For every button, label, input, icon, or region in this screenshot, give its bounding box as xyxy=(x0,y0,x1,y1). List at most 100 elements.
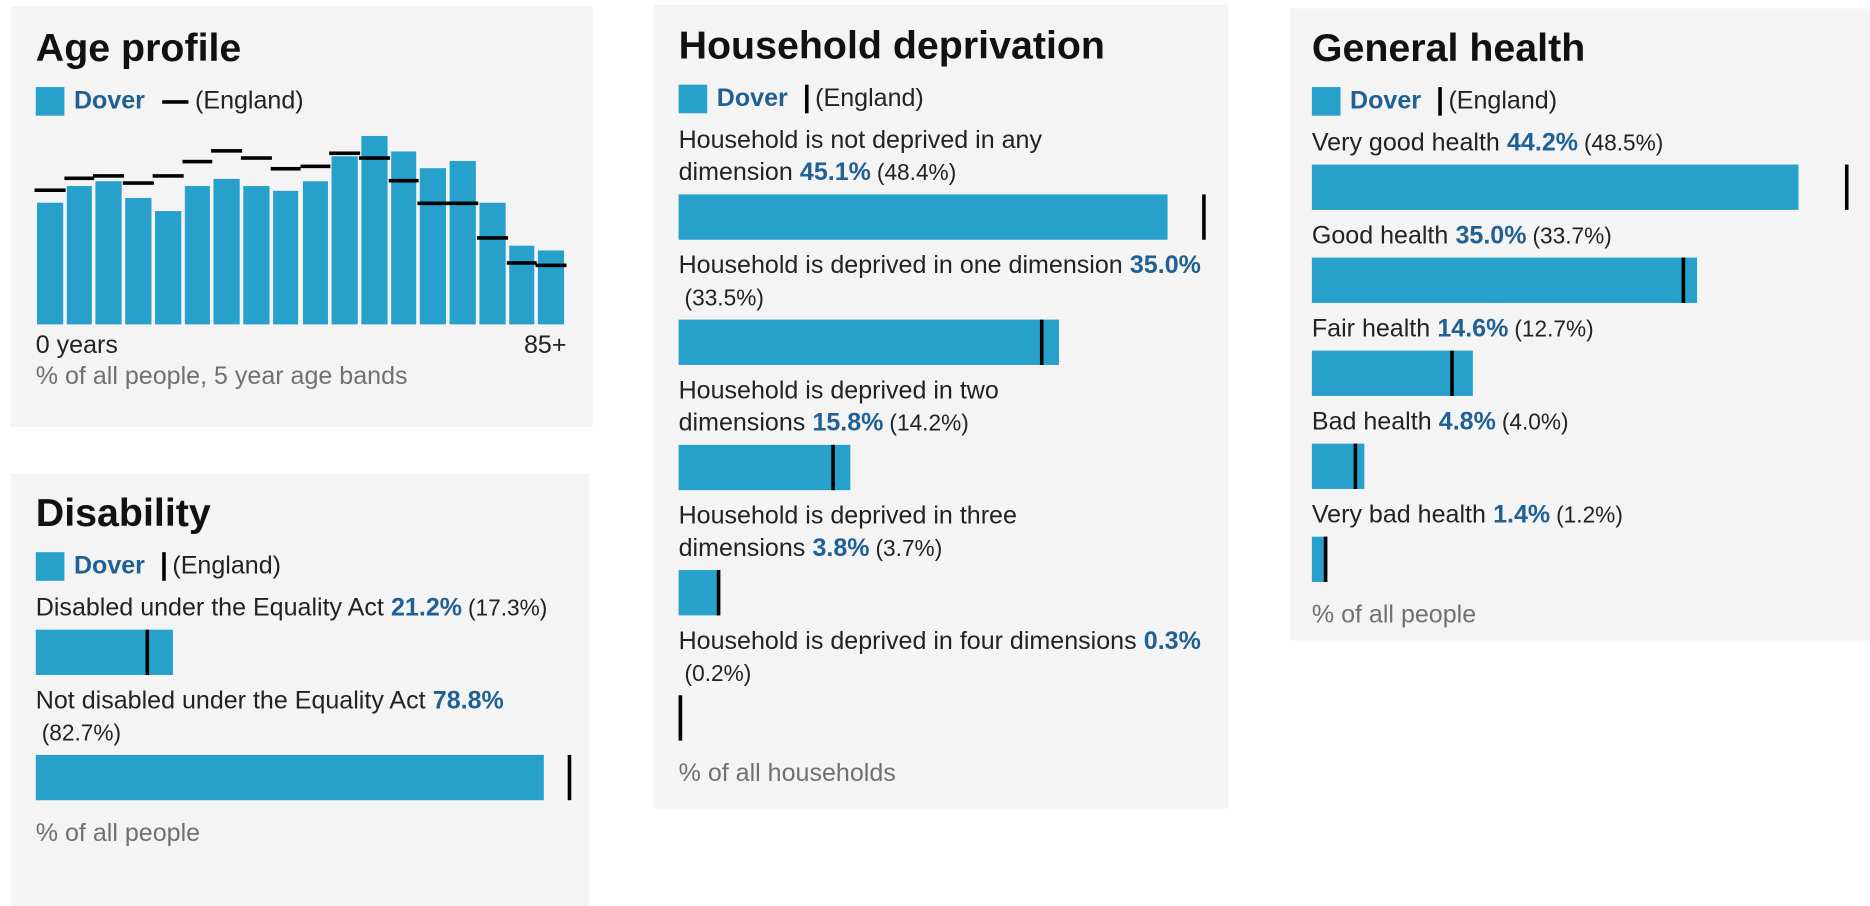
england-marker xyxy=(1450,350,1454,396)
england-marker xyxy=(1040,319,1044,365)
category-label: Very good health xyxy=(1311,128,1500,157)
category-label: Household is not deprived in any dimensi… xyxy=(678,126,1042,187)
england-marker xyxy=(64,176,95,181)
england-marker xyxy=(299,164,331,168)
bar xyxy=(361,136,388,325)
bar xyxy=(1311,257,1698,303)
value-label: 21.2% xyxy=(391,593,463,622)
legend-swatch xyxy=(678,84,708,114)
bar xyxy=(678,570,720,616)
category-label: Fair health xyxy=(1311,314,1431,343)
england-value-label: (14.2%) xyxy=(889,411,969,437)
legend-label: Dover xyxy=(73,87,145,115)
england-value-label: (48.5%) xyxy=(1583,131,1664,157)
england-marker xyxy=(417,201,449,205)
england-marker xyxy=(506,260,537,265)
england-value-label: (33.7%) xyxy=(1532,224,1612,250)
legend-marker xyxy=(804,84,809,114)
value-label: 78.8% xyxy=(432,686,504,715)
chart-note: % of all people, 5 year age bands xyxy=(35,362,408,390)
england-marker xyxy=(34,188,66,193)
bar xyxy=(479,203,506,325)
bar xyxy=(449,161,476,325)
bar-track xyxy=(678,695,1222,741)
legend-swatch xyxy=(35,552,65,581)
england-marker xyxy=(716,570,721,616)
england-marker xyxy=(182,159,213,163)
row-label: Household is deprived in one dimension 35… xyxy=(679,249,1204,315)
bar-track xyxy=(1311,164,1863,210)
row-label: Fair health 14.6% (12.7%) xyxy=(1312,312,1837,345)
category-label: Very bad health xyxy=(1311,500,1486,529)
legend: Dover (England) xyxy=(35,551,585,582)
england-marker xyxy=(830,444,835,491)
value-label: 14.6% xyxy=(1437,314,1509,343)
legend-label: (England) xyxy=(1448,87,1558,115)
value-label: 3.8% xyxy=(812,534,870,562)
legend-marker xyxy=(1437,87,1442,116)
legend-label: Dover xyxy=(1350,87,1422,115)
age-panel: Age profile Dover (England) 0 years 85+ % of … xyxy=(10,5,593,427)
england-marker xyxy=(388,179,420,183)
england-value-label: (17.3%) xyxy=(467,596,548,622)
england-marker xyxy=(1844,164,1849,210)
category-label: Household is deprived in three dimension… xyxy=(678,502,1017,562)
legend: Dover (England) xyxy=(35,86,567,117)
category-label: Household is deprived in one dimension xyxy=(678,251,1123,280)
value-label: 44.2% xyxy=(1506,128,1579,157)
legend-label: (England) xyxy=(815,84,924,113)
row-label: Household is deprived in three dimension… xyxy=(679,500,1204,566)
england-marker xyxy=(211,149,243,153)
x-axis-labels: 0 years 85+ xyxy=(36,324,567,362)
england-marker xyxy=(240,156,272,161)
chart-title: Disability xyxy=(35,490,211,535)
england-marker xyxy=(329,151,361,156)
legend-swatch xyxy=(35,87,65,116)
bar-track xyxy=(1311,350,1863,396)
bar-track xyxy=(678,194,1222,240)
bar xyxy=(66,185,93,325)
chart-title: Household deprivation xyxy=(678,22,1105,67)
value-label: 1.4% xyxy=(1493,500,1551,529)
row-label: Household is deprived in four dimensions… xyxy=(679,625,1204,691)
bar xyxy=(1311,350,1473,396)
disability-panel: Disability Dover (England) Disabled under t… xyxy=(10,473,590,906)
legend-marker xyxy=(161,552,166,581)
chart-note: % of all people xyxy=(35,819,201,847)
chart-title: General health xyxy=(1311,25,1586,70)
bar xyxy=(678,194,1169,240)
england-marker xyxy=(270,166,302,171)
legend-label: Dover xyxy=(716,84,788,113)
legend: Dover (England) xyxy=(678,83,1222,114)
england-value-label: (33.5%) xyxy=(684,286,764,312)
x-tick-label: 85+ xyxy=(523,331,567,359)
bar xyxy=(508,245,535,325)
england-value-label: (48.4%) xyxy=(876,161,957,187)
row-label: Very bad health 1.4% (1.2%) xyxy=(1312,499,1837,532)
bar xyxy=(678,319,1059,365)
england-marker xyxy=(145,629,150,676)
value-label: 35.0% xyxy=(1129,251,1201,280)
bar xyxy=(302,180,329,325)
england-value-label: (1.2%) xyxy=(1556,503,1623,529)
value-label: 15.8% xyxy=(812,409,884,437)
category-label: Disabled under the Equality Act xyxy=(35,593,384,622)
england-marker xyxy=(1202,194,1206,240)
deprivation-panel: Household deprivation Dover (England) House… xyxy=(653,4,1229,809)
row-label: Very good health 44.2% (48.5%) xyxy=(1312,126,1837,159)
england-marker xyxy=(1354,443,1358,489)
value-label: 4.8% xyxy=(1438,407,1496,436)
row-label: Household is not deprived in any dimensi… xyxy=(679,124,1204,190)
bar xyxy=(125,198,152,325)
england-marker xyxy=(447,201,479,205)
row-label: Bad health 4.8% (4.0%) xyxy=(1312,405,1837,438)
row-label: Good health 35.0% (33.7%) xyxy=(1312,219,1837,252)
legend-label: Dover xyxy=(73,552,145,580)
bar xyxy=(154,210,181,325)
row-label: Disabled under the Equality Act 21.2% (17.… xyxy=(36,592,561,625)
bar-track xyxy=(35,754,585,801)
bar xyxy=(538,250,565,325)
category-label: Bad health xyxy=(1311,407,1432,436)
value-label: 45.1% xyxy=(799,158,871,187)
